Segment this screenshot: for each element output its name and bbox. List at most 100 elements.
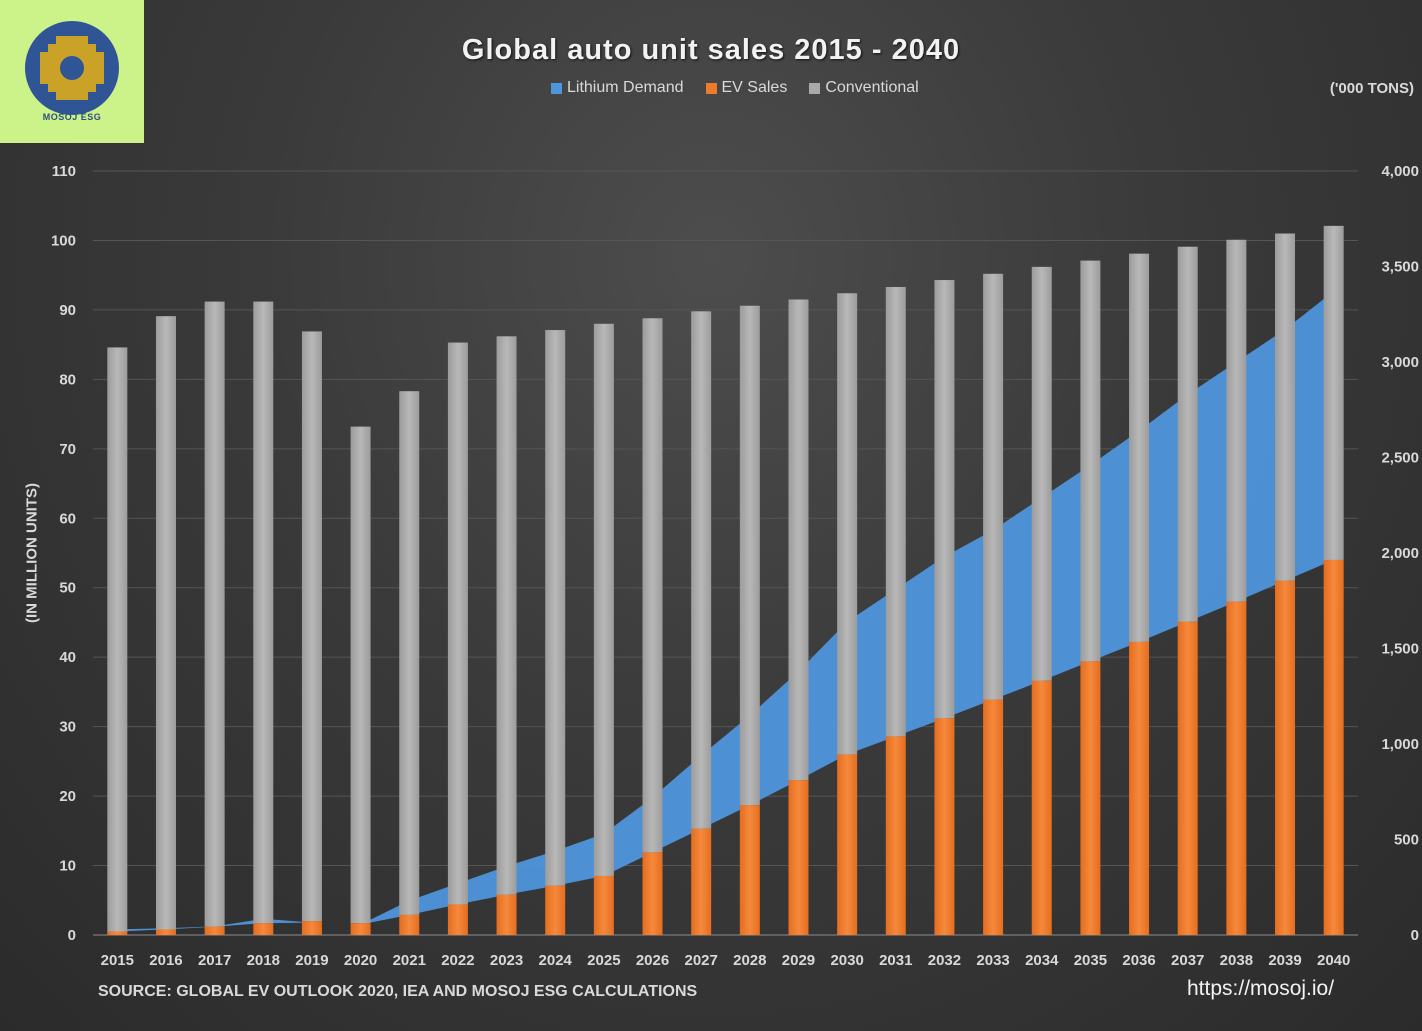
ev-sales-bar — [155, 929, 176, 935]
ev-sales-bar — [496, 894, 517, 935]
x-tick-label: 2019 — [295, 952, 328, 969]
y-left-tick-label: 90 — [59, 302, 76, 319]
ev-sales-bar — [253, 923, 274, 935]
x-tick-label: 2034 — [1025, 952, 1059, 969]
conventional-bar — [1323, 225, 1344, 560]
ev-sales-bar — [545, 885, 566, 935]
x-tick-label: 2033 — [976, 952, 1009, 969]
ev-sales-bar — [691, 828, 712, 935]
ev-sales-bar — [1129, 641, 1150, 935]
x-tick-label: 2022 — [441, 952, 474, 969]
x-tick-label: 2026 — [636, 952, 669, 969]
x-tick-label: 2031 — [879, 952, 912, 969]
x-tick-label: 2018 — [247, 952, 280, 969]
legend-label-conventional: Conventional — [825, 79, 919, 96]
ev-sales-bar — [107, 931, 128, 935]
ev-sales-bar — [399, 914, 420, 935]
legend-item-conventional: Conventional — [809, 79, 919, 97]
y-right-tick-label: 500 — [1394, 832, 1419, 849]
chart-legend: Lithium Demand EV Sales Conventional — [551, 79, 919, 97]
conventional-bar — [593, 323, 614, 876]
conventional-bar — [447, 342, 468, 905]
x-tick-label: 2015 — [101, 952, 134, 969]
conventional-bar — [1177, 246, 1198, 622]
y-left-tick-label: 40 — [59, 649, 76, 666]
conventional-bar — [788, 299, 809, 781]
legend-swatch-conventional — [809, 82, 821, 94]
conventional-bar — [691, 311, 712, 829]
legend-label-ev: EV Sales — [721, 79, 788, 96]
y-right-tick-label: 0 — [1411, 927, 1419, 944]
x-tick-label: 2023 — [490, 952, 523, 969]
y-left-tick-label: 110 — [52, 163, 76, 180]
conventional-bar — [1275, 233, 1296, 581]
y-left-tick-label: 30 — [59, 719, 76, 736]
chart-title: Global auto unit sales 2015 - 2040 — [461, 34, 961, 66]
conventional-bar — [642, 318, 663, 853]
legend-item-ev: EV Sales — [705, 79, 788, 97]
x-tick-label: 2020 — [344, 952, 377, 969]
website-url[interactable]: https://mosoj.io/ — [1187, 977, 1335, 1000]
ev-sales-bar — [1177, 621, 1198, 935]
y-left-tick-label: 100 — [51, 232, 76, 249]
y-right-tick-label: 1,500 — [1381, 641, 1419, 658]
y-left-tick-label: 0 — [68, 927, 76, 944]
legend-item-lithium: Lithium Demand — [551, 79, 684, 97]
logo-text: MOSOJ ESG — [42, 112, 102, 122]
x-tick-label: 2038 — [1220, 952, 1253, 969]
x-tick-label: 2036 — [1122, 952, 1155, 969]
legend-swatch-ev — [705, 82, 717, 94]
ev-sales-bar — [1031, 680, 1052, 935]
legend-label-lithium: Lithium Demand — [567, 79, 684, 96]
source-note: SOURCE: GLOBAL EV OUTLOOK 2020, IEA AND … — [98, 983, 698, 1000]
ev-sales-bar — [350, 923, 371, 935]
ev-sales-bar — [1080, 661, 1101, 935]
conventional-bar — [399, 391, 420, 915]
y-left-tick-label: 80 — [59, 371, 76, 388]
conventional-bar — [1031, 266, 1052, 681]
ev-sales-bar — [934, 718, 955, 935]
x-tick-label: 2032 — [928, 952, 961, 969]
y-left-tick-label: 60 — [59, 510, 76, 527]
x-tick-label: 2037 — [1171, 952, 1204, 969]
ev-sales-bar — [593, 875, 614, 935]
conventional-bar — [739, 305, 760, 806]
conventional-bar — [1129, 253, 1150, 642]
right-axis-unit: ('000 TONS) — [1329, 80, 1414, 97]
lithium-demand-area — [117, 291, 1334, 932]
conventional-bar — [1226, 239, 1247, 602]
y-left-tick-label: 10 — [59, 858, 76, 875]
ev-sales-bar — [788, 780, 809, 935]
conventional-bar — [107, 347, 128, 932]
legend-swatch-lithium — [551, 82, 562, 94]
ev-sales-bar — [204, 926, 225, 935]
ev-sales-bar — [642, 852, 663, 935]
ev-sales-bar — [447, 904, 468, 935]
x-tick-label: 2021 — [393, 952, 426, 969]
conventional-bar — [1080, 260, 1101, 662]
x-tick-label: 2027 — [684, 952, 717, 969]
conventional-bar — [837, 293, 858, 755]
ev-sales-bar — [885, 736, 906, 935]
conventional-bar — [253, 301, 274, 924]
ev-sales-bar — [1226, 601, 1247, 935]
ev-sales-bar — [739, 805, 760, 935]
y-right-tick-label: 4,000 — [1381, 163, 1419, 180]
ev-sales-bar — [1323, 559, 1344, 935]
y-left-tick-label: 20 — [59, 788, 76, 805]
y-left-tick-label: 50 — [59, 580, 76, 597]
conventional-bar — [155, 316, 176, 930]
y-right-tick-label: 2,000 — [1381, 545, 1419, 562]
x-tick-label: 2029 — [782, 952, 815, 969]
ev-sales-bar — [983, 699, 1004, 935]
conventional-bar — [934, 280, 955, 719]
ev-sales-bar — [837, 754, 858, 935]
logo-emblem-icon — [25, 21, 119, 115]
conventional-bar — [301, 331, 322, 922]
y-right-tick-label: 3,500 — [1381, 259, 1419, 276]
y-left-tick-label: 70 — [59, 441, 76, 458]
conventional-bar — [496, 336, 517, 895]
ev-sales-bar — [1275, 580, 1296, 935]
logo: MOSOJ ESG — [0, 0, 144, 143]
